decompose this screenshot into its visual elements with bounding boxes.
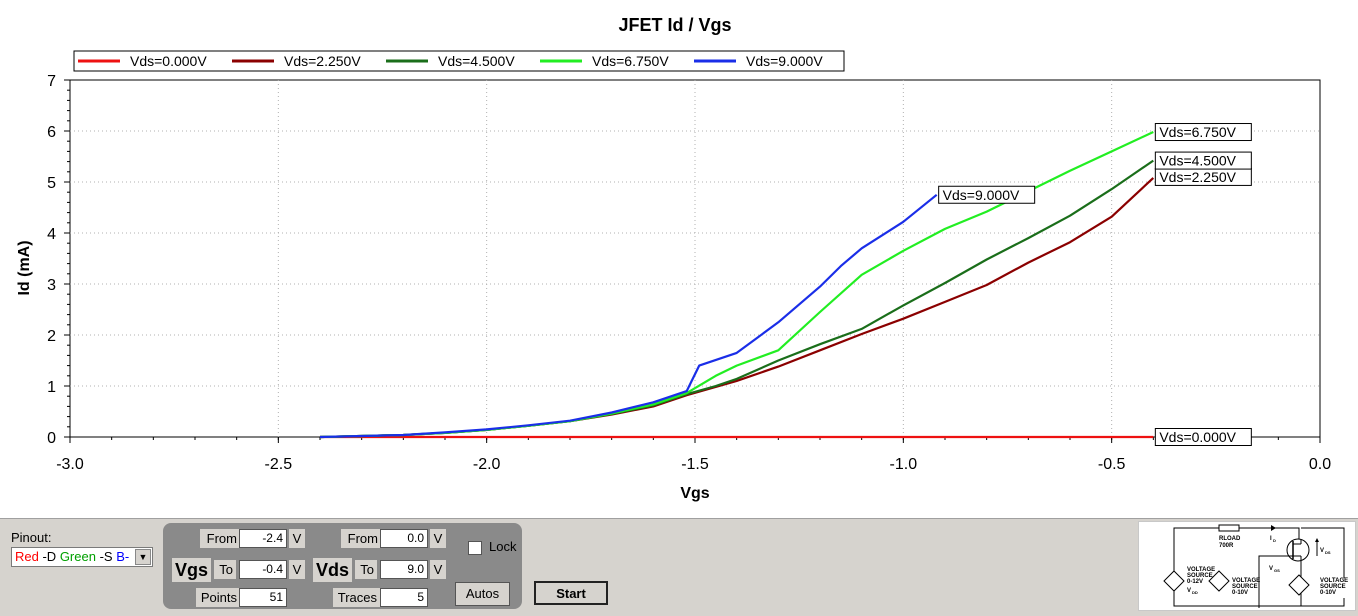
y-axis-label: Id (mA) [16, 240, 33, 295]
voltage-source-vds [1288, 574, 1310, 596]
source-left-line1: VOLTAGE [1187, 567, 1215, 573]
vgs-from-input[interactable]: -2.4 [239, 529, 287, 548]
voltage-source-vdd [1163, 570, 1185, 592]
jfet-symbol [1286, 538, 1310, 562]
vgs-to-unit: V [289, 560, 305, 579]
vgs-from-unit: V [289, 529, 305, 548]
chart-title: JFET Id / Vgs [618, 15, 731, 35]
y-tick-label: 6 [47, 124, 56, 141]
vgs-from-label: From [200, 529, 240, 548]
rload-value: 700R [1219, 543, 1234, 549]
source-right-line2: SOURCE [1320, 584, 1346, 590]
x-tick-label: 0.0 [1309, 456, 1331, 473]
pinout-green: Green [59, 549, 96, 564]
series-end-label-box [1154, 123, 1252, 142]
vgs-schematic-sub: GS [1274, 568, 1280, 573]
source-mid-line3: 0-10V [1232, 590, 1248, 596]
lock-checkbox[interactable] [468, 541, 482, 555]
source-left-line3: 0-12V [1187, 579, 1203, 585]
legend-entry: Vds=4.500V [438, 53, 515, 69]
vds-schematic-label: V [1320, 548, 1324, 554]
legend-entry: Vds=2.250V [284, 53, 361, 69]
pinout-green-pin: -S [95, 549, 117, 564]
test-circuit-schematic: RLOAD 700R I D V DS V GS VOLTAGE SOURCE … [1138, 521, 1356, 611]
id-sub: D [1273, 538, 1276, 543]
vds-to-input[interactable]: 9.0 [380, 560, 428, 579]
points-input[interactable]: 51 [239, 588, 287, 607]
voltage-source-vgs [1208, 570, 1230, 592]
points-label: Points [196, 588, 240, 607]
y-tick-label: 0 [47, 430, 56, 447]
series-end-label: Vds=4.500V [1159, 153, 1236, 169]
vgs-label: Vgs [172, 558, 212, 582]
series-end-label-box [938, 185, 1036, 204]
source-left-line2: SOURCE [1187, 573, 1213, 579]
vds-to-label: To [355, 560, 377, 579]
y-tick-label: 3 [47, 277, 56, 294]
series-end-label: Vds=9.000V [943, 187, 1020, 203]
pinout-select[interactable]: Red -D Green -S B- ▼ [11, 547, 153, 567]
vds-to-unit: V [430, 560, 446, 579]
y-tick-label: 4 [47, 226, 56, 243]
id-label: I [1270, 536, 1272, 542]
lock-label: Lock [489, 539, 517, 554]
legend-entry: Vds=9.000V [746, 53, 823, 69]
x-axis-label: Vgs [680, 485, 709, 502]
legend-entry: Vds=0.000V [130, 53, 207, 69]
vds-from-unit: V [430, 529, 446, 548]
pinout-label: Pinout: [11, 530, 52, 545]
y-tick-label: 1 [47, 379, 56, 396]
pinout-red: Red [15, 549, 39, 564]
pinout-red-pin: -D [38, 549, 60, 564]
plot-frame [69, 79, 1321, 438]
control-panel: Pinout: Red -D Green -S B- ▼ From -2.4 V… [0, 518, 1358, 616]
current-arrow-icon [1271, 525, 1276, 531]
x-tick-label: -2.5 [265, 456, 293, 473]
traces-input[interactable]: 5 [380, 588, 428, 607]
source-mid-line1: VOLTAGE [1232, 578, 1260, 584]
vdd-label: V [1187, 588, 1191, 594]
vds-from-label: From [341, 529, 381, 548]
pinout-blue: B- [116, 549, 130, 564]
rload-resistor [1218, 524, 1240, 532]
chart: JFET Id / Vgs Vgs Id (mA) -3.0 -2.5 -2.0 -1… [16, 15, 1331, 502]
y-tick-label: 5 [47, 175, 56, 192]
vgs-to-input[interactable]: -0.4 [239, 560, 287, 579]
series-end-label: Vds=2.250V [1159, 169, 1236, 185]
series-end-label-box [1154, 151, 1252, 170]
series-end-label-box [1154, 428, 1252, 446]
circuit-diagram: RLOAD 700R I D V DS V GS VOLTAGE SOURCE … [1163, 524, 1348, 608]
vdd-sub: DD [1192, 590, 1198, 595]
series-line-5 [319, 193, 938, 439]
vds-label: Vds [313, 558, 353, 582]
chevron-down-icon[interactable]: ▼ [135, 549, 151, 565]
y-tick-label: 2 [47, 328, 56, 345]
source-right-line1: VOLTAGE [1320, 578, 1348, 584]
vds-from-input[interactable]: 0.0 [380, 529, 428, 548]
vgs-schematic-label: V [1269, 566, 1273, 572]
y-tick-label: 7 [47, 73, 56, 90]
chart-area: JFET Id / Vgs Vgs Id (mA) -3.0 -2.5 -2.0 -1… [16, 15, 1332, 502]
x-tick-label: -2.0 [473, 456, 501, 473]
start-button[interactable]: Start [534, 581, 608, 605]
x-tick-label: -3.0 [56, 456, 84, 473]
source-mid-line2: SOURCE [1232, 584, 1258, 590]
x-tick-label: -0.5 [1098, 456, 1126, 473]
sweep-settings-panel: From -2.4 V Vgs To -0.4 V Points 51 From… [163, 523, 522, 609]
series-end-label: Vds=0.000V [1159, 429, 1236, 445]
series-end-label: Vds=6.750V [1159, 124, 1236, 140]
source-right-line3: 0-10V [1320, 590, 1336, 596]
x-tick-label: -1.5 [681, 456, 709, 473]
traces-label: Traces [333, 588, 380, 607]
legend-entry: Vds=6.750V [592, 53, 669, 69]
x-tick-label: -1.0 [890, 456, 918, 473]
legend-box [73, 50, 845, 72]
vgs-to-label: To [214, 560, 236, 579]
autos-button[interactable]: Autos [455, 582, 510, 606]
rload-label: RLOAD [1219, 536, 1241, 542]
vds-schematic-sub: DS [1325, 550, 1331, 555]
